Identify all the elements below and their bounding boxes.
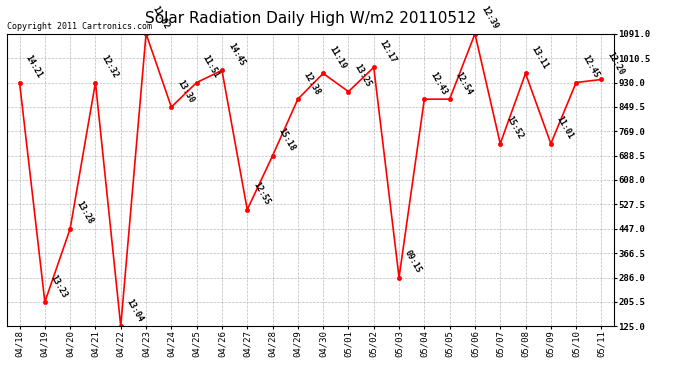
Text: 13:23: 13:23 xyxy=(49,273,69,299)
Text: 12:39: 12:39 xyxy=(479,5,500,31)
Text: 12:32: 12:32 xyxy=(99,54,120,80)
Text: 12:38: 12:38 xyxy=(302,70,322,96)
Text: Solar Radiation Daily High W/m2 20110512: Solar Radiation Daily High W/m2 20110512 xyxy=(145,11,476,26)
Text: 11:51: 11:51 xyxy=(201,54,221,80)
Text: 13:30: 13:30 xyxy=(175,78,196,104)
Text: 13:28: 13:28 xyxy=(75,200,95,226)
Text: Copyright 2011 Cartronics.com: Copyright 2011 Cartronics.com xyxy=(7,22,152,31)
Text: 12:55: 12:55 xyxy=(251,181,272,207)
Text: 12:43: 12:43 xyxy=(428,70,448,96)
Text: 11:01: 11:01 xyxy=(555,115,575,141)
Text: 09:15: 09:15 xyxy=(403,249,424,275)
Text: 14:21: 14:21 xyxy=(23,54,44,80)
Text: 13:04: 13:04 xyxy=(125,297,145,324)
Text: 14:45: 14:45 xyxy=(226,42,246,68)
Text: 11:19: 11:19 xyxy=(327,45,348,70)
Text: 12:45: 12:45 xyxy=(580,54,600,80)
Text: 13:25: 13:25 xyxy=(353,63,373,89)
Text: 12:20: 12:20 xyxy=(606,51,626,77)
Text: 11:02: 11:02 xyxy=(150,5,170,31)
Text: 15:52: 15:52 xyxy=(504,115,524,141)
Text: 12:17: 12:17 xyxy=(378,38,398,64)
Text: 13:11: 13:11 xyxy=(530,45,550,70)
Text: 12:54: 12:54 xyxy=(454,70,474,96)
Text: 15:18: 15:18 xyxy=(277,127,297,153)
